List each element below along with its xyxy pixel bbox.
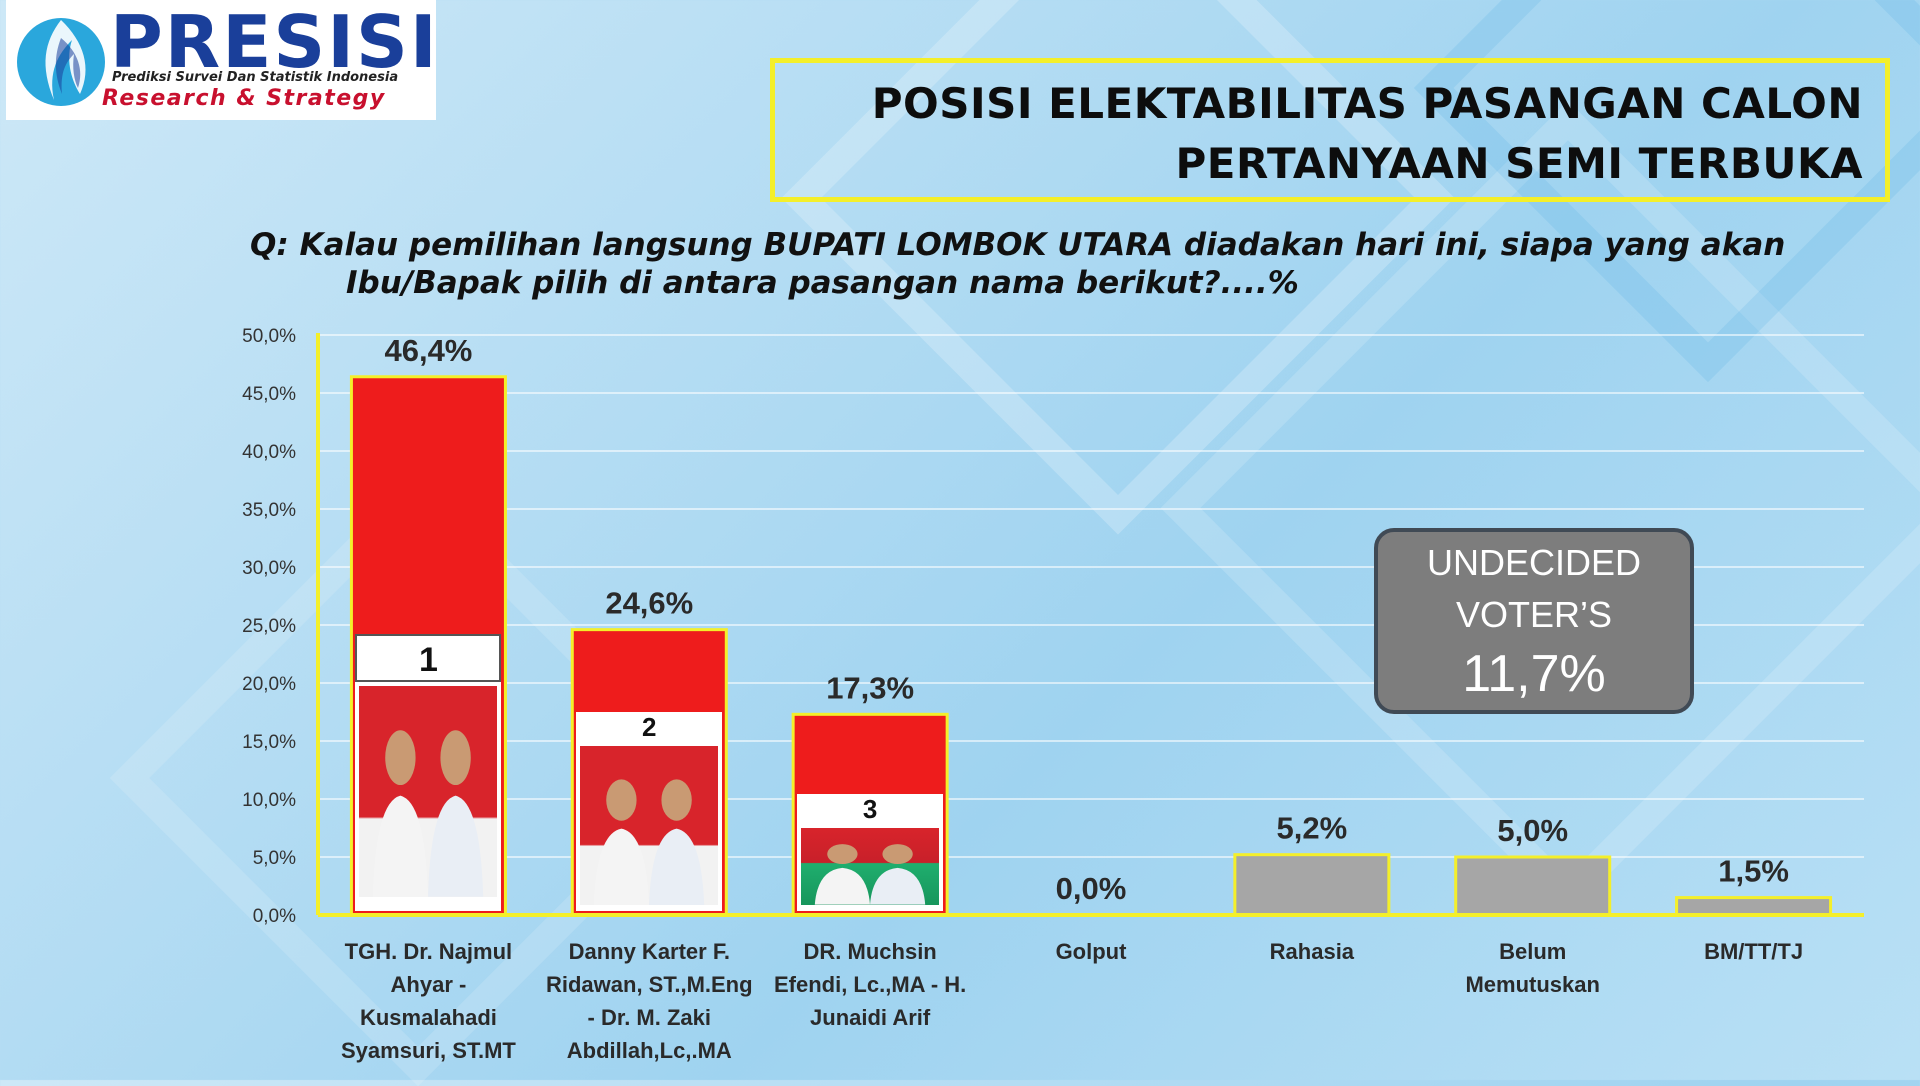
- logo-subtitle: Research & Strategy: [102, 86, 386, 111]
- category-label: Abdillah,Lc,.MA: [567, 1038, 732, 1063]
- y-tick-label: 40,0%: [242, 442, 296, 463]
- other-bar: [1233, 853, 1391, 917]
- other-bar: [1454, 855, 1612, 917]
- candidate-portrait-image: [359, 686, 498, 897]
- category-label: TGH. Dr. Najmul: [345, 939, 512, 964]
- other-bar: [1675, 896, 1833, 917]
- survey-question: Q: Kalau pemilihan langsung BUPATI LOMBO…: [250, 226, 1800, 302]
- question-line-2: Ibu/Bapak pilih di antara pasangan nama …: [346, 265, 1299, 301]
- title-line-2: PERTANYAAN SEMI TERBUKA: [1175, 139, 1863, 188]
- undecided-label-2: VOTER’S: [1455, 594, 1613, 635]
- y-tick-label: 30,0%: [242, 558, 296, 579]
- candidate-photo-card: 2: [576, 712, 723, 911]
- category-label: BM/TT/TJ: [1704, 939, 1803, 964]
- logo-tagline: Prediksi Survei Dan Statistik Indonesia: [112, 70, 399, 85]
- category-label: Kusmalahadi: [360, 1005, 497, 1030]
- flame-emblem-icon: [17, 18, 105, 106]
- y-tick-label: 20,0%: [242, 674, 296, 695]
- candidate-number: 3: [862, 794, 878, 825]
- value-label: 0,0%: [1056, 871, 1127, 906]
- y-tick-label: 5,0%: [253, 848, 296, 869]
- category-label: Danny Karter F.: [569, 939, 730, 964]
- question-line-1: Q: Kalau pemilihan langsung BUPATI LOMBO…: [250, 227, 1786, 263]
- category-label: Rahasia: [1270, 939, 1355, 964]
- y-tick-label: 10,0%: [242, 790, 296, 811]
- undecided-voters-box: UNDECIDED VOTER’S 11,7%: [1374, 528, 1694, 714]
- logo-name: PRESISI: [110, 0, 439, 84]
- category-label: Junaidi Arif: [810, 1005, 931, 1030]
- category-label: Memutuskan: [1465, 972, 1599, 997]
- undecided-label-1: UNDECIDED: [1426, 542, 1641, 583]
- category-label: Ridawan, ST.,M.Eng: [546, 972, 753, 997]
- undecided-value: 11,7%: [1462, 645, 1606, 703]
- value-label: 24,6%: [605, 586, 693, 621]
- category-label: - Dr. M. Zaki: [588, 1005, 711, 1030]
- y-tick-label: 0,0%: [253, 906, 296, 927]
- value-label: 5,2%: [1277, 811, 1348, 846]
- category-label: DR. Muchsin: [804, 939, 937, 964]
- value-label: 17,3%: [826, 670, 914, 705]
- presisi-logo: PRESISI Prediksi Survei Dan Statistik In…: [6, 0, 439, 120]
- category-label: Ahyar -: [391, 972, 467, 997]
- candidate-photo-card: 1: [355, 634, 502, 911]
- value-label: 5,0%: [1497, 813, 1568, 848]
- value-label: 46,4%: [384, 333, 472, 368]
- candidate-number: 1: [355, 634, 502, 683]
- y-tick-label: 45,0%: [242, 384, 296, 405]
- y-tick-label: 35,0%: [242, 500, 296, 521]
- y-tick-label: 25,0%: [242, 616, 296, 637]
- category-label: Golput: [1056, 939, 1128, 964]
- y-tick-label: 15,0%: [242, 732, 296, 753]
- candidate-number: 2: [642, 712, 657, 742]
- title-box: POSISI ELEKTABILITAS PASANGAN CALON PERT…: [770, 58, 1890, 202]
- category-label: Syamsuri, ST.MT: [341, 1038, 516, 1063]
- y-tick-label: 50,0%: [242, 326, 296, 347]
- category-label: Efendi, Lc.,MA - H.: [774, 972, 966, 997]
- candidate-portrait-image: [801, 828, 940, 905]
- value-label: 1,5%: [1718, 854, 1789, 889]
- candidate-portrait-image: [580, 746, 719, 905]
- category-label: Belum: [1499, 939, 1566, 964]
- title-line-1: POSISI ELEKTABILITAS PASANGAN CALON: [871, 79, 1863, 128]
- candidate-photo-card: 3: [797, 794, 944, 911]
